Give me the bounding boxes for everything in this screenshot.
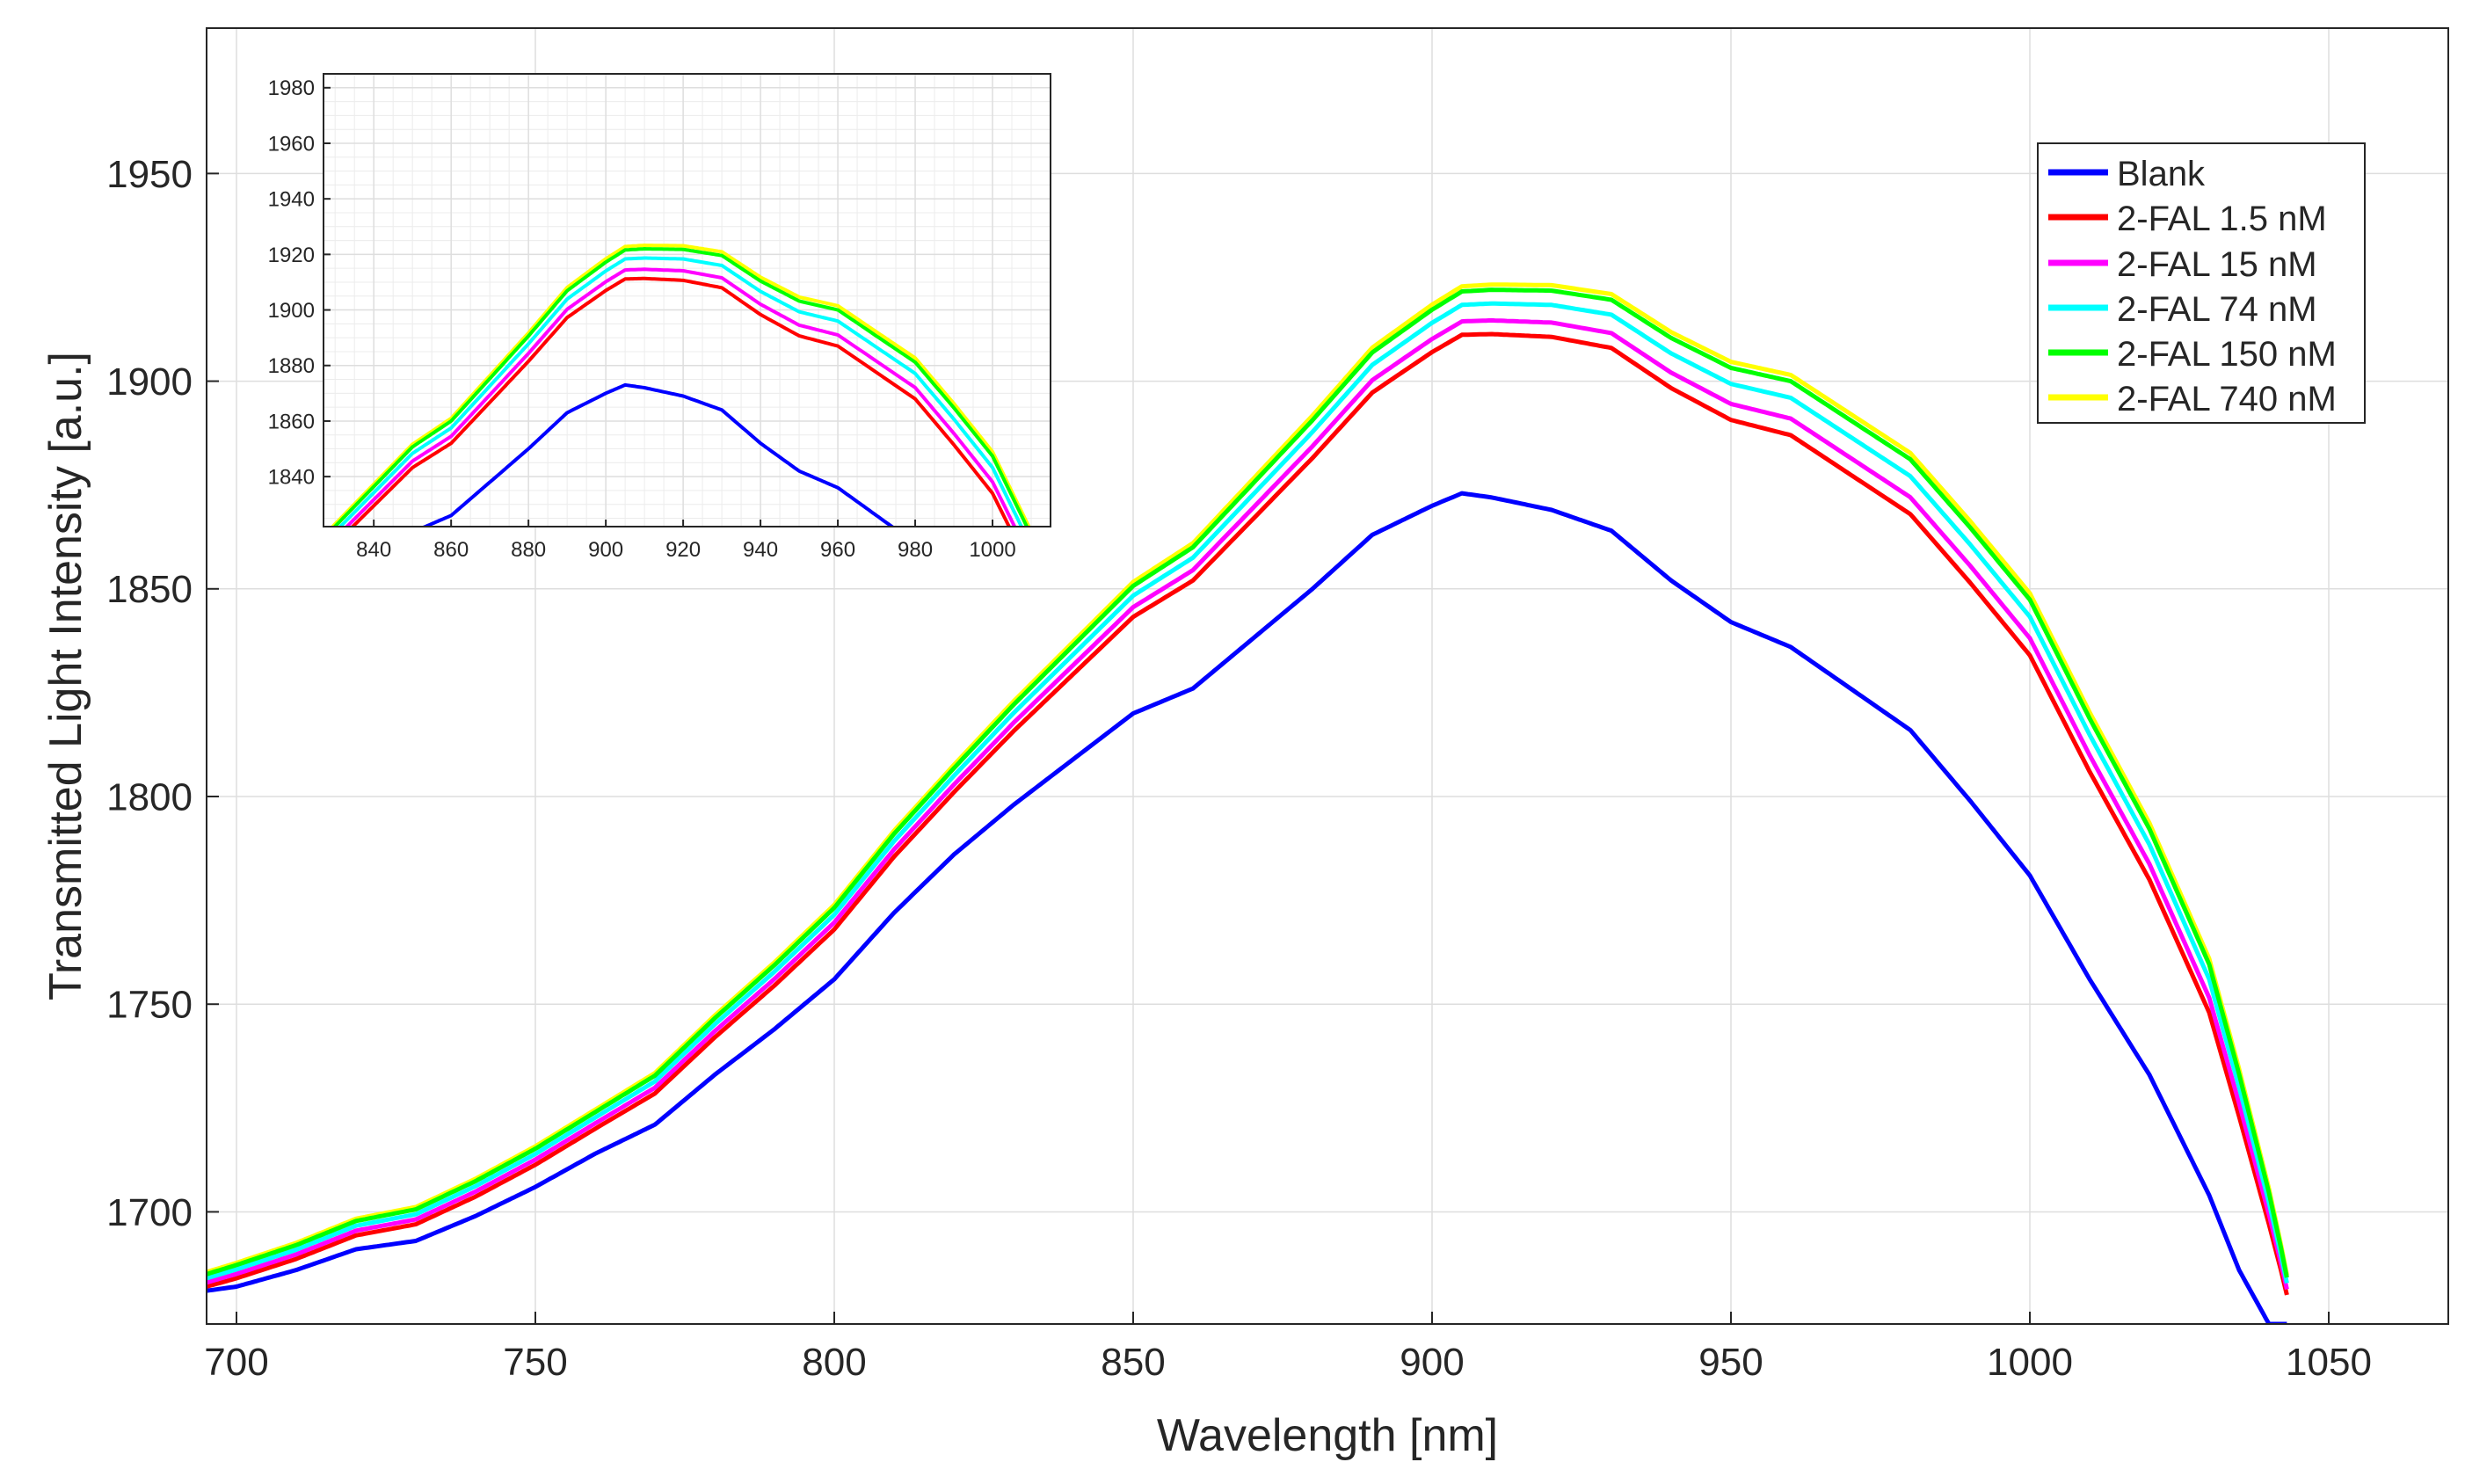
inset-series-line-2-fal-74-nm — [338, 256, 1024, 527]
x-tick-label: 900 — [1400, 1341, 1464, 1384]
y-tick-label: 1980 — [268, 76, 315, 100]
legend-label-15nm: 2-FAL 15 nM — [2117, 245, 2317, 284]
x-tick-label: 1000 — [969, 538, 1015, 562]
x-tick-label: 900 — [588, 538, 623, 562]
main-x-ticks: 700 750 800 850 900 950 1000 1050 — [204, 1312, 2372, 1384]
legend-label-1-5nm: 2-FAL 1.5 nM — [2117, 200, 2327, 238]
inset-axes: 840 860 880 900 920 940 960 980 1000 1840 1860 188… — [268, 73, 1051, 562]
inset-axes-box — [323, 73, 1051, 527]
inset-series-line-blank — [420, 382, 896, 527]
inset-x-ticks: 840 860 880 900 920 940 960 980 1000 — [356, 520, 1016, 562]
legend-label-740nm: 2-FAL 740 nM — [2117, 380, 2337, 418]
x-tick-label: 880 — [511, 538, 546, 562]
series-line-blank — [207, 491, 2287, 1324]
x-tick-label: 1050 — [2286, 1341, 2372, 1384]
x-tick-label: 860 — [433, 538, 469, 562]
legend-label-74nm: 2-FAL 74 nM — [2117, 290, 2317, 329]
y-tick-label: 1900 — [106, 360, 193, 404]
y-tick-label: 1850 — [106, 568, 193, 611]
x-tick-label: 750 — [503, 1341, 567, 1384]
y-tick-label: 1880 — [268, 354, 315, 378]
main-axes-box — [206, 27, 2449, 1325]
y-tick-label: 1920 — [268, 244, 315, 267]
x-tick-label: 940 — [743, 538, 778, 562]
series-line-2-fal-1-5-nm — [207, 331, 2289, 1296]
y-axis-label: Transmitted Light Intensity [a.u.] — [40, 352, 91, 1000]
x-tick-label: 960 — [820, 538, 855, 562]
inset-lines — [330, 244, 1031, 527]
legend-label-blank: Blank — [2117, 155, 2206, 193]
y-tick-label: 1800 — [106, 775, 193, 818]
legend-label-150nm: 2-FAL 150 nM — [2117, 335, 2337, 374]
legend: Blank 2-FAL 1.5 nM 2-FAL 15 nM 2-FAL 74 … — [2037, 142, 2366, 424]
y-tick-label: 1950 — [106, 153, 193, 196]
inset-series-line-2-fal-150-nm — [332, 247, 1029, 527]
x-tick-label: 950 — [1698, 1341, 1763, 1384]
y-tick-label: 1700 — [106, 1191, 193, 1234]
x-tick-label: 850 — [1101, 1341, 1165, 1384]
series-line-2-fal-74-nm — [207, 301, 2289, 1284]
y-tick-label: 1840 — [268, 466, 315, 490]
x-tick-label: 1000 — [1987, 1341, 2073, 1384]
x-tick-label: 920 — [665, 538, 701, 562]
inset-plot-area — [324, 74, 1051, 527]
inset-series-line-2-fal-740-nm — [330, 244, 1031, 527]
x-axis-label: Wavelength [nm] — [1157, 1410, 1498, 1461]
y-tick-label: 1960 — [268, 132, 315, 156]
series-line-2-fal-150-nm — [207, 287, 2289, 1278]
inset-y-ticks: 1840 1860 1880 1900 1920 1940 1960 1980 — [268, 76, 331, 490]
legend-box — [2037, 142, 2366, 424]
y-tick-label: 1900 — [268, 299, 315, 323]
y-tick-label: 1750 — [106, 984, 193, 1027]
inset-grid — [324, 73, 1051, 527]
x-tick-label: 800 — [802, 1341, 866, 1384]
y-tick-label: 1860 — [268, 410, 315, 433]
y-tick-label: 1940 — [268, 188, 315, 212]
x-tick-label: 840 — [356, 538, 391, 562]
series-line-2-fal-15-nm — [207, 317, 2289, 1291]
x-tick-label: 700 — [204, 1341, 268, 1384]
main-y-ticks: 1700 1750 1800 1850 1900 1950 — [106, 153, 219, 1234]
inset-series-line-2-fal-15-nm — [344, 267, 1017, 527]
main-lines — [207, 282, 2289, 1324]
x-tick-label: 980 — [898, 538, 933, 562]
inset-series-line-2-fal-1-5-nm — [350, 276, 1012, 527]
